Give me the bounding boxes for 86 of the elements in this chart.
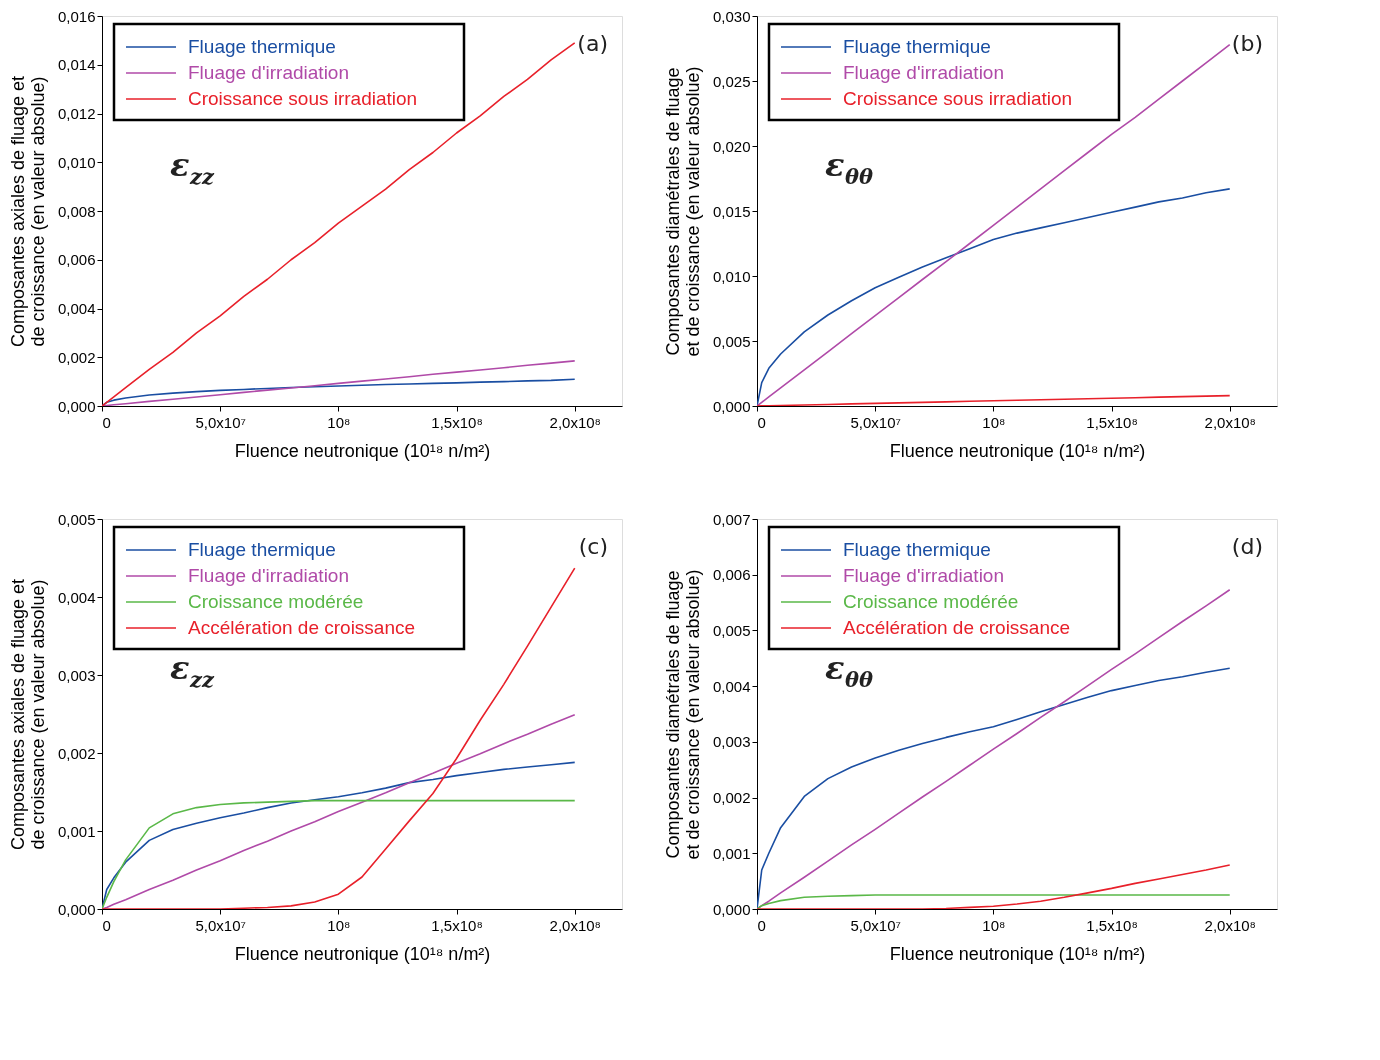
- y-tick-label: 0,004: [57, 588, 96, 606]
- y-tick-label: 0,002: [712, 789, 751, 807]
- x-tick-label: 10⁸: [982, 916, 1006, 934]
- legend-label: Fluage d'irradiation: [843, 62, 1004, 83]
- y-tick-label: 0,015: [712, 202, 751, 220]
- y-tick-label: 0,008: [57, 202, 96, 220]
- x-axis-title: Fluence neutronique (10¹⁸ n/m²): [234, 440, 491, 461]
- y-tick-label: 0,005: [712, 621, 751, 639]
- line-series: [102, 360, 576, 406]
- y-tick-label: 0,005: [712, 332, 751, 350]
- x-tick-label: 2,0x10⁸: [549, 916, 601, 934]
- legend-label: Fluage d'irradiation: [188, 62, 349, 83]
- x-tick-label: 5,0x10⁷: [850, 916, 901, 934]
- y-axis-title: Composantes axiales de fluage et de croissance (en valeur absolue): [7, 578, 48, 851]
- y-tick-label: 0,001: [712, 844, 751, 862]
- line-series: [102, 761, 576, 909]
- y-tick-label: 0,000: [57, 900, 96, 918]
- x-axis-title: Fluence neutronique (10¹⁸ n/m²): [234, 943, 491, 964]
- legend-label: Croissance modérée: [188, 591, 364, 612]
- legend-label: Accélération de croissance: [843, 617, 1071, 638]
- y-tick-label: 0,006: [57, 251, 96, 269]
- line-series: [102, 713, 576, 909]
- y-tick-label: 0,014: [57, 56, 96, 74]
- line-series: [757, 894, 1231, 909]
- legend-label: Accélération de croissance: [188, 617, 416, 638]
- y-tick-label: 0,004: [712, 677, 751, 695]
- x-tick-label: 1,5x10⁸: [431, 413, 483, 431]
- y-tick-label: 0,000: [712, 900, 751, 918]
- y-tick-label: 0,000: [712, 397, 751, 415]
- y-tick-label: 0,003: [57, 666, 96, 684]
- y-tick-label: 0,005: [57, 510, 96, 528]
- legend-label: Croissance sous irradiation: [188, 88, 418, 109]
- x-tick-label: 10⁸: [327, 916, 351, 934]
- annotation: (a): [577, 31, 608, 56]
- x-tick-label: 10⁸: [327, 413, 351, 431]
- line-series: [102, 799, 576, 909]
- y-axis-title: Composantes diamétrales de fluage et de croissance (en valeur absolue): [662, 569, 703, 860]
- legend-label: Fluage thermique: [843, 36, 991, 57]
- y-tick-label: 0,016: [57, 7, 96, 25]
- x-tick-label: 1,5x10⁸: [1086, 916, 1138, 934]
- x-tick-label: 2,0x10⁸: [1204, 916, 1256, 934]
- legend-label: Fluage thermique: [843, 539, 991, 560]
- line-series: [757, 188, 1231, 406]
- y-tick-label: 0,003: [712, 733, 751, 751]
- x-tick-label: 0: [102, 413, 111, 431]
- annotation: (c): [578, 534, 608, 559]
- line-series: [757, 394, 1231, 406]
- y-tick-label: 0,004: [57, 300, 96, 317]
- y-tick-label: 0,010: [712, 267, 751, 285]
- line-series: [102, 567, 576, 909]
- x-tick-label: 2,0x10⁸: [1204, 413, 1256, 431]
- line-series: [102, 42, 576, 406]
- y-tick-label: 0,012: [57, 105, 96, 122]
- x-tick-label: 0: [757, 916, 766, 934]
- x-axis-title: Fluence neutronique (10¹⁸ n/m²): [889, 440, 1146, 461]
- y-axis-title: Composantes axiales de fluage et de croissance (en valeur absolue): [7, 75, 48, 348]
- annotation: (d): [1231, 534, 1263, 559]
- x-tick-label: 1,5x10⁸: [431, 916, 483, 934]
- x-tick-label: 5,0x10⁷: [195, 413, 246, 431]
- legend-label: Croissance sous irradiation: [843, 88, 1073, 109]
- x-axis-title: Fluence neutronique (10¹⁸ n/m²): [889, 943, 1146, 964]
- y-tick-label: 0,002: [57, 348, 96, 366]
- x-tick-label: 10⁸: [982, 413, 1006, 431]
- legend-label: Fluage d'irradiation: [188, 565, 349, 586]
- legend-label: Fluage d'irradiation: [843, 565, 1004, 586]
- annotation: (b): [1231, 31, 1263, 56]
- legend-label: Croissance modérée: [843, 591, 1019, 612]
- y-tick-label: 0,002: [57, 744, 96, 762]
- x-tick-label: 0: [757, 413, 766, 431]
- y-axis-title: Composantes diamétrales de fluage et de croissance (en valeur absolue): [662, 66, 703, 357]
- y-tick-label: 0,000: [57, 397, 96, 415]
- x-tick-label: 5,0x10⁷: [195, 916, 246, 934]
- y-tick-label: 0,020: [712, 137, 751, 155]
- y-tick-label: 0,030: [712, 7, 751, 25]
- x-tick-label: 2,0x10⁸: [549, 413, 601, 431]
- y-tick-label: 0,007: [712, 510, 751, 528]
- x-tick-label: 5,0x10⁷: [850, 413, 901, 431]
- x-tick-label: 1,5x10⁸: [1086, 413, 1138, 431]
- legend-label: Fluage thermique: [188, 539, 336, 560]
- y-tick-label: 0,001: [57, 822, 96, 840]
- legend-label: Fluage thermique: [188, 36, 336, 57]
- y-tick-label: 0,006: [712, 566, 751, 584]
- line-series: [757, 864, 1231, 909]
- x-tick-label: 0: [102, 916, 111, 934]
- y-tick-label: 0,025: [712, 72, 751, 90]
- y-tick-label: 0,010: [57, 153, 96, 171]
